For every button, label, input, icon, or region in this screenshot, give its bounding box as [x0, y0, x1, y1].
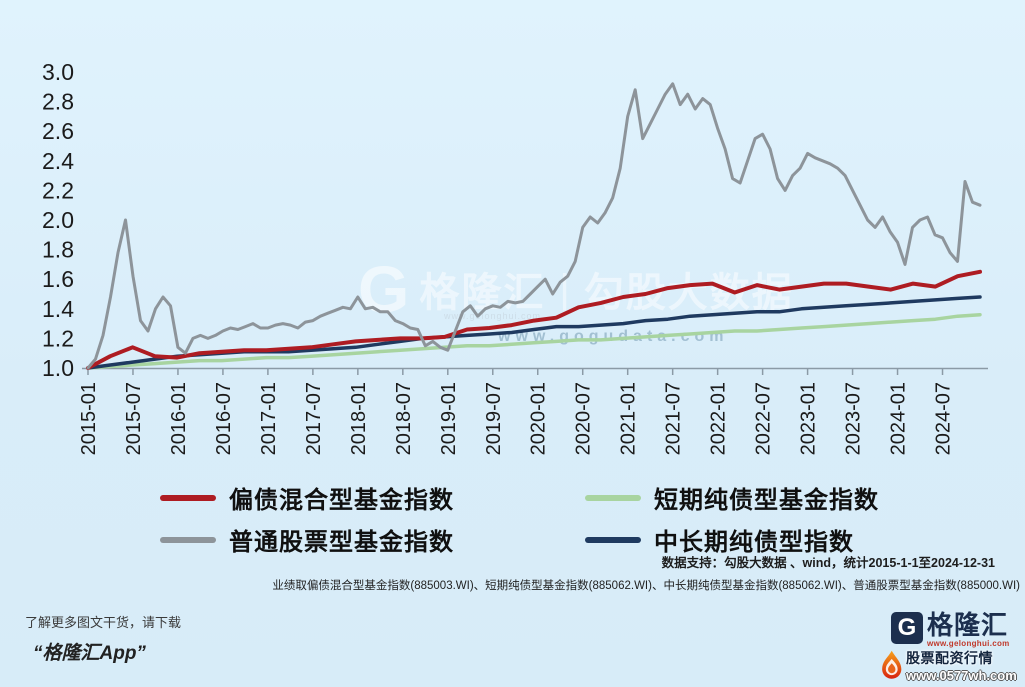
x-axis-tick-label: 2023-07: [843, 382, 865, 455]
legend-line-navy: [585, 536, 641, 543]
y-axis-tick-label: 2.0: [42, 207, 74, 233]
site-watermark-text: 股票配资行情: [906, 650, 993, 666]
y-axis-tick-label: 1.8: [42, 237, 74, 263]
site-watermark: 股票配资行情 www.0577wh.com: [879, 648, 1017, 683]
y-axis-tick-label: 1.0: [42, 355, 74, 381]
y-axis-tick-label: 2.6: [42, 118, 74, 144]
promo-text: 了解更多图文干货，请下载: [25, 615, 182, 630]
legend-line-red: [160, 494, 216, 501]
brand-name: 格隆汇: [927, 610, 1009, 640]
x-axis-tick-label: 2022-07: [753, 382, 775, 455]
gelonghui-logo-icon: G: [891, 612, 923, 644]
site-watermark-url: www.0577wh.com: [906, 668, 1017, 683]
y-axis-tick-label: 1.2: [42, 325, 74, 351]
y-axis-tick-label: 2.8: [42, 89, 74, 115]
y-axis-tick-label: 3.0: [42, 59, 74, 85]
series-line-1: [86, 312, 982, 370]
index-codes-note: 业绩取偏债混合型基金指数(885003.WI)、短期纯债型基金指数(885062…: [272, 580, 1020, 592]
chart-legend: 偏债混合型基金指数 短期纯债型基金指数 普通股票型基金指数 中长期纯债型指数: [160, 480, 879, 557]
x-axis-tick-label: 2024-01: [888, 382, 910, 455]
legend-item-short-bond: 短期纯债型基金指数: [585, 480, 879, 515]
x-axis-tick-label: 2016-01: [168, 382, 190, 455]
x-axis-tick-label: 2021-01: [618, 382, 640, 455]
legend-label: 短期纯债型基金指数: [654, 487, 879, 514]
legend-label: 偏债混合型基金指数: [229, 487, 454, 514]
x-axis-tick-label: 2017-07: [303, 382, 325, 455]
x-axis-tick-label: 2016-07: [213, 382, 235, 455]
y-axis-tick-label: 2.2: [42, 177, 74, 203]
x-axis-tick-label: 2018-01: [348, 382, 370, 455]
x-axis-tick-label: 2019-01: [438, 382, 460, 455]
y-axis-tick-label: 1.6: [42, 266, 74, 292]
legend-label: 普通股票型基金指数: [229, 529, 454, 556]
x-axis-tick-label: 2023-01: [798, 382, 820, 455]
legend-item-mixed-bond: 偏债混合型基金指数: [160, 480, 585, 515]
x-axis-tick-label: 2020-07: [573, 382, 595, 455]
x-axis-tick-label: 2015-01: [78, 382, 100, 455]
app-promo: 了解更多图文干货，请下载 “格隆汇App”: [25, 612, 181, 665]
brand-url: www.gelonghui.com: [927, 639, 1010, 649]
data-source-note: 数据支持：勾股大数据 、wind，统计2015-1-1至2024-12-31: [661, 556, 995, 570]
x-axis-tick-label: 2021-07: [663, 382, 685, 455]
legend-line-green: [585, 494, 641, 501]
brand-footer: G 格隆汇 www.gelonghui.com 股票配资行情 www.0577w…: [882, 610, 1017, 683]
legend-label: 中长期纯债型指数: [654, 529, 854, 556]
chart-canvas: 3.0 2.8 2.6 2.4 2.2 2.0 1.8 1.6 1.4 1.2 1.02015-01…: [42, 59, 988, 455]
y-axis-tick-label: 2.4: [42, 148, 74, 174]
x-axis-tick-label: 2022-01: [708, 382, 730, 455]
legend-item-mid-long-bond: 中长期纯债型指数: [585, 522, 879, 557]
x-axis-tick-label: 2020-01: [528, 382, 550, 455]
legend-item-stock: 普通股票型基金指数: [160, 522, 585, 557]
series-line-2: [86, 82, 982, 370]
series-line-0: [86, 269, 982, 370]
promo-app-name: “格隆汇App”: [33, 643, 146, 664]
x-axis-tick-label: 2018-07: [393, 382, 415, 455]
flame-icon: [882, 650, 902, 679]
x-axis-tick-label: 2019-07: [483, 382, 505, 455]
x-axis-tick-label: 2024-07: [933, 382, 955, 455]
legend-line-gray: [160, 536, 216, 543]
x-axis-tick-label: 2017-01: [258, 382, 280, 455]
x-axis-tick-label: 2015-07: [123, 382, 145, 455]
y-axis-tick-label: 1.4: [42, 296, 74, 322]
